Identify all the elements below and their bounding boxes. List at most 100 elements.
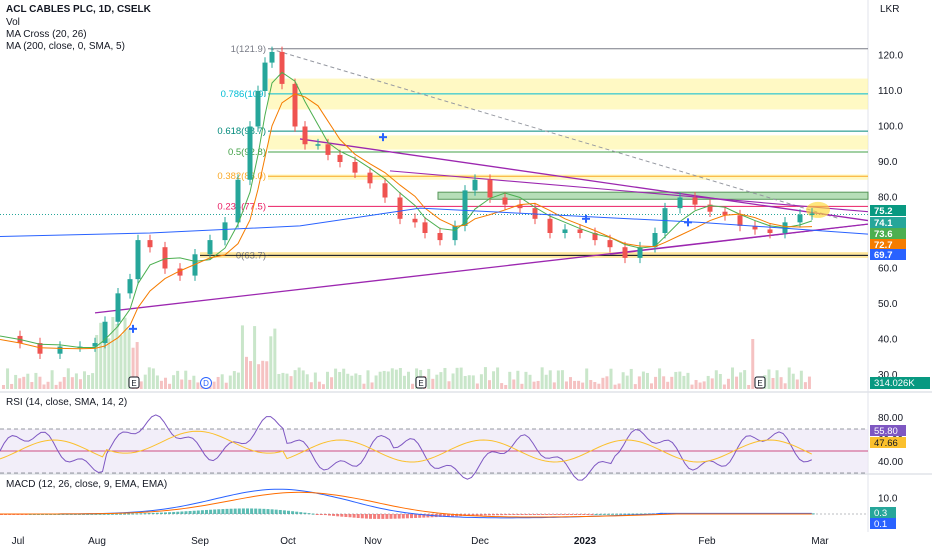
rsi-tag-bg — [870, 425, 906, 436]
macd-histogram-bar — [492, 514, 495, 516]
volume-bar — [702, 381, 706, 389]
macd-histogram-bar — [590, 514, 594, 515]
volume-bar — [257, 364, 261, 389]
macd-histogram-bar — [422, 514, 426, 518]
volume-bar — [751, 339, 755, 389]
macd-histogram-bar — [0, 514, 3, 515]
macd-histogram-bar — [69, 513, 73, 515]
volume-bar — [654, 376, 658, 389]
x-tick-label: Mar — [811, 536, 829, 547]
rsi-tick-label: 40.00 — [878, 457, 903, 468]
x-tick-label: Jul — [12, 536, 25, 547]
resistance-box — [437, 191, 869, 200]
volume-bar — [726, 378, 730, 389]
volume-bar — [402, 375, 406, 389]
volume-bar — [674, 371, 678, 389]
macd-histogram-bar — [545, 514, 549, 515]
macd-histogram-bar — [282, 510, 286, 514]
macd-histogram-bar — [496, 514, 500, 516]
macd-histogram-bar — [377, 514, 381, 519]
volume-bar — [95, 335, 99, 389]
candle-body — [315, 144, 321, 146]
volume-bar — [232, 371, 236, 389]
volume-bar — [38, 376, 42, 389]
rsi-label: RSI (14, close, SMA, 14, 2) — [6, 397, 128, 408]
candle-body — [115, 293, 121, 322]
volume-bar — [500, 383, 504, 389]
volume-bar — [581, 382, 585, 389]
macd-histogram-bar — [86, 513, 90, 515]
macd-histogram-bar — [541, 514, 545, 515]
macd-histogram-bar — [57, 513, 61, 515]
price-tag-bg — [870, 205, 906, 216]
macd-histogram-bar — [172, 511, 176, 514]
volume-bar — [135, 342, 139, 389]
candle-body — [412, 218, 418, 223]
macd-histogram-bar — [401, 514, 405, 519]
macd-histogram-bar — [487, 514, 491, 516]
macd-histogram-bar — [410, 514, 413, 519]
macd-tick-label: 10.0 — [878, 494, 898, 505]
candle-body — [162, 247, 168, 269]
volume-bar — [74, 373, 78, 389]
trend-line-resistance — [299, 138, 869, 222]
macd-histogram-bar — [561, 514, 565, 515]
event-marker-label: E — [131, 379, 136, 388]
volume-bar — [407, 371, 410, 389]
volume-bar — [463, 375, 467, 389]
macd-histogram-bar — [143, 513, 147, 515]
volume-bar — [46, 381, 50, 389]
macd-histogram-bar — [217, 509, 221, 514]
macd-histogram-bar — [516, 514, 520, 515]
macd-tag-bg — [870, 518, 896, 529]
volume-bar — [560, 370, 564, 389]
candle-body — [472, 179, 478, 191]
volume-bar — [771, 377, 775, 389]
volume-bar — [83, 371, 86, 389]
event-marker-label: D — [203, 379, 209, 388]
macd-signal-line — [0, 491, 812, 518]
volume-bar — [301, 370, 305, 389]
macd-histogram-bar — [65, 513, 69, 515]
macd-histogram-bar — [180, 511, 184, 514]
macd-histogram-bar — [512, 514, 516, 515]
event-marker-earnings — [754, 376, 766, 389]
volume-bar — [216, 376, 220, 389]
volume-bar — [670, 376, 674, 389]
y-tick-label: 50.0 — [878, 299, 898, 310]
volume-bar — [710, 378, 714, 389]
fib-trend-diagonal — [269, 48, 841, 220]
volume-bar — [475, 383, 479, 389]
macd-histogram-bar — [578, 514, 582, 515]
volume-bar — [731, 367, 734, 389]
volume-bar — [427, 368, 431, 389]
macd-histogram-bar — [606, 513, 610, 515]
volume-bar — [650, 383, 653, 389]
price-tag-label: 72.7 — [874, 240, 893, 251]
macd-histogram-bar — [73, 513, 77, 515]
volume-bar — [658, 368, 662, 389]
rsi-tag-label: 55.80 — [874, 426, 898, 437]
volume-bar — [297, 367, 301, 389]
volume-tag-bg — [870, 377, 930, 389]
macd-histogram-bar — [307, 513, 311, 515]
macd-histogram-bar — [323, 514, 327, 516]
price-tag-label: 69.7 — [874, 250, 893, 261]
macd-histogram-bar — [233, 508, 237, 514]
macd-histogram-bar — [332, 514, 336, 516]
volume-bar — [54, 384, 58, 389]
volume-bar — [597, 383, 601, 389]
macd-histogram-bar — [479, 514, 483, 516]
candle-body — [752, 225, 758, 230]
macd-histogram-bar — [61, 513, 65, 515]
volume-bar — [524, 371, 528, 389]
volume-bar — [645, 372, 649, 389]
volume-bar — [18, 378, 22, 389]
macd-histogram-bar — [176, 511, 180, 514]
macd-histogram-bar — [28, 513, 32, 515]
volume-bar — [2, 385, 5, 389]
volume-bar — [131, 347, 135, 389]
candle-body — [462, 190, 468, 226]
fib-level-label: 0.618(98.7) — [217, 126, 266, 137]
